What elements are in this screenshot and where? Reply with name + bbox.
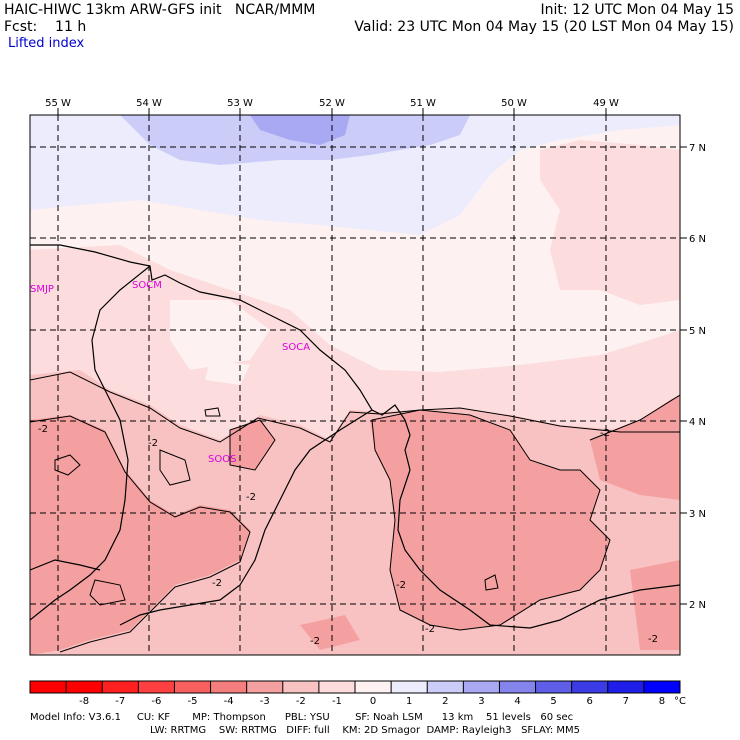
colorbar-tick-label: 7 — [623, 696, 629, 707]
station-labels: SMJP SOCM SOCA SOOS — [30, 280, 310, 465]
lon-label: 53 W — [227, 98, 253, 109]
axis-ticks — [57, 108, 687, 605]
valid-time: Valid: 23 UTC Mon 04 May 15 (20 LST Mon … — [354, 19, 734, 35]
station-socm: SOCM — [132, 280, 162, 291]
contour-label: -2 — [648, 634, 658, 645]
colorbar-swatch — [318, 681, 356, 693]
field-fill-plus3 — [250, 115, 350, 145]
coastline — [30, 244, 411, 471]
contour-line — [204, 407, 221, 417]
contour-line — [54, 454, 81, 476]
border-guyane-brazil — [119, 409, 373, 626]
field-name: Lifted index — [8, 36, 85, 51]
colorbar-swatch — [30, 681, 67, 693]
contour-label: -2 — [246, 492, 256, 503]
contour-lines — [30, 371, 680, 653]
contour-label: -2 — [425, 624, 435, 635]
colorbar-tick-label: -5 — [188, 696, 198, 707]
border-suriname-guyane — [30, 265, 151, 621]
contour-line — [89, 579, 126, 606]
colorbar: -8 -7 -6 -5 -4 -3 -2 -1 0 1 2 3 4 5 6 7 8 °C — [29, 680, 686, 707]
colorbar-tick-label: -3 — [260, 696, 270, 707]
init-time: Init: 12 UTC Mon 04 May 15 — [540, 2, 734, 18]
model-info-line2: LW: RRTMG SW: RRTMG DIFF: full KM: 2D Sm… — [150, 725, 580, 736]
colorbar-swatch — [246, 681, 284, 693]
contour-label: -2 — [212, 578, 222, 589]
forecast-hour: Fcst: 11 h — [4, 19, 87, 35]
colorbar-tick-label: -1 — [332, 696, 342, 707]
station-soos: SOOS — [208, 454, 236, 465]
colorbar-swatch — [66, 681, 103, 693]
map-frame — [29, 114, 681, 656]
lat-label: 5 N — [689, 326, 706, 337]
colorbar-tick-label: -7 — [115, 696, 125, 707]
colorbar-swatch — [391, 681, 428, 693]
model-info-line1: Model Info: V3.6.1 CU: KF MP: Thompson P… — [30, 712, 574, 723]
colorbar-tick-label: -6 — [151, 696, 161, 707]
lon-label: 51 W — [410, 98, 436, 109]
longitude-labels: 55 W 54 W 53 W 52 W 51 W 50 W 49 W — [45, 98, 619, 109]
boundaries — [30, 244, 680, 629]
contour-line — [159, 449, 191, 486]
colorbar-swatch — [535, 681, 573, 693]
colorbar-tick-label: 8 — [659, 696, 665, 707]
lon-label: 50 W — [501, 98, 527, 109]
colorbar-swatch — [463, 681, 500, 693]
latitude-labels: 7 N 6 N 5 N 4 N 3 N 2 N — [689, 143, 706, 611]
contour-line — [229, 419, 276, 471]
lat-lon-grid — [30, 115, 680, 655]
colorbar-swatch — [174, 681, 212, 693]
model-title: HAIC-HIWC 13km ARW-GFS init NCAR/MMM — [4, 2, 316, 18]
lon-label: 54 W — [136, 98, 162, 109]
coastline — [397, 469, 680, 629]
lat-label: 7 N — [689, 143, 706, 154]
contour-line — [484, 574, 499, 591]
lat-label: 4 N — [689, 417, 706, 428]
colorbar-tick-label: -8 — [79, 696, 89, 707]
colorbar-tick-label: 2 — [442, 696, 448, 707]
contour-line — [371, 409, 611, 631]
colorbar-tick-label: -4 — [224, 696, 234, 707]
colorbar-tick-label: 6 — [587, 696, 593, 707]
colorbar-swatch — [427, 681, 464, 693]
colorbar-swatch — [499, 681, 537, 693]
colorbar-tick-label: 1 — [406, 696, 412, 707]
colorbar-swatch — [607, 681, 645, 693]
contour-line — [30, 415, 251, 653]
contour-label: -2 — [310, 636, 320, 647]
colorbar-swatch — [571, 681, 609, 693]
colorbar-unit: °C — [674, 696, 686, 707]
colorbar-swatch — [210, 681, 248, 693]
colorbar-tick-label: 4 — [514, 696, 520, 707]
contour-label: -2 — [600, 428, 610, 439]
lon-label: 52 W — [319, 98, 345, 109]
station-smjp: SMJP — [30, 284, 54, 295]
border-segment — [30, 559, 101, 571]
contour-label: -2 — [38, 424, 48, 435]
colorbar-swatch — [102, 681, 139, 693]
lat-label: 3 N — [689, 509, 706, 520]
station-soca: SOCA — [282, 342, 310, 353]
contour-label: -2 — [396, 580, 406, 591]
colorbar-swatch — [355, 681, 392, 693]
lat-label: 6 N — [689, 234, 706, 245]
colorbar-tick-label: 5 — [550, 696, 556, 707]
contour-line — [589, 394, 680, 441]
colorbar-swatch — [282, 681, 320, 693]
colorbar-swatch — [138, 681, 175, 693]
contour-line — [30, 371, 680, 443]
lat-label: 2 N — [689, 600, 706, 611]
colorbar-swatch — [643, 681, 681, 693]
lifted-index-field — [30, 115, 680, 655]
contour-label: -2 — [148, 438, 158, 449]
field-fill-minus3 — [30, 395, 680, 655]
lon-label: 49 W — [593, 98, 619, 109]
colorbar-tick-label: 0 — [370, 696, 376, 707]
colorbar-tick-label: 3 — [478, 696, 484, 707]
colorbar-tick-label: -2 — [296, 696, 306, 707]
contour-value-labels: -2 -2 -2 -2 -2 -2 -2 -2 -2 — [38, 424, 658, 647]
lon-label: 55 W — [45, 98, 71, 109]
